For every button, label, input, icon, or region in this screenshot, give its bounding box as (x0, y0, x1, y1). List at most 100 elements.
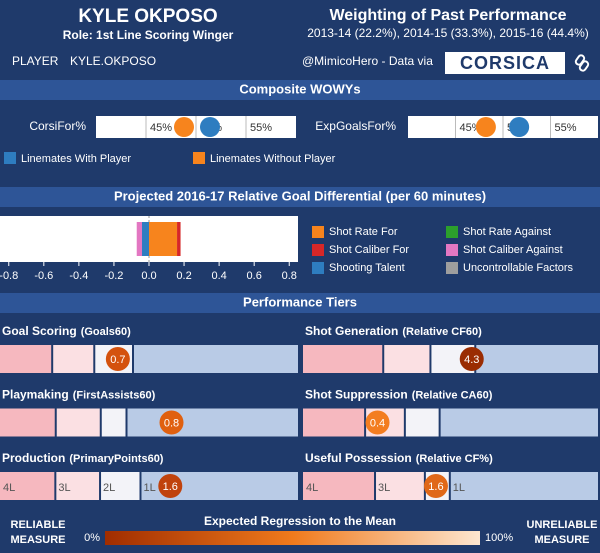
tier-zone (439, 408, 598, 437)
unreliable-label: MEASURE (534, 534, 589, 546)
x-tick-label: -0.4 (69, 270, 88, 282)
tier-zone (404, 408, 440, 437)
regression-bar (105, 531, 480, 545)
tier-metric: (Relative CF%) (416, 453, 493, 465)
legend-label: Shooting Talent (329, 262, 405, 274)
tier-zone (383, 345, 431, 373)
legend-swatch (312, 262, 324, 274)
tier-label: 1L (453, 482, 465, 494)
link-icon[interactable] (574, 54, 590, 72)
tier-title: Playmaking (FirstAssists60) (2, 388, 156, 402)
section-header (0, 293, 600, 313)
wowy-dot (475, 117, 496, 137)
bar-segment (141, 222, 149, 256)
tier-zone (303, 472, 376, 500)
bar-segment (136, 222, 142, 256)
legend-label: Linemates With Player (21, 153, 131, 165)
tier-name: Useful Possession (305, 451, 412, 465)
tier-metric: (FirstAssists60) (73, 389, 156, 401)
tier-zone (126, 408, 298, 437)
tier-zone (303, 408, 366, 437)
regression-end: 100% (485, 532, 513, 544)
tier-metric: (Goals60) (81, 326, 131, 338)
legend-swatch (446, 262, 458, 274)
weighting-title: Weighting of Past Performance (329, 7, 566, 24)
logo[interactable]: CORSICA (460, 53, 550, 73)
legend-label: Uncontrollable Factors (463, 262, 574, 274)
section-header (0, 80, 600, 100)
x-tick-label: 0.6 (247, 270, 262, 282)
tier-zone (55, 472, 101, 500)
tier-title: Goal Scoring (Goals60) (2, 324, 131, 338)
x-tick-label: 0.2 (176, 270, 191, 282)
regression-start: 0% (84, 532, 100, 544)
tier-dot (105, 347, 130, 371)
bar-segment (149, 222, 178, 256)
legend-label: Shot Caliber For (329, 244, 409, 256)
section-title: Composite WOWYs (239, 81, 360, 96)
x-tick-label: 0.4 (211, 270, 226, 282)
section-title: Performance Tiers (243, 294, 357, 309)
weighting: 2013-14 (22.2%), 2014-15 (33.3%), 2015-1… (307, 26, 589, 40)
tier-value: 0.4 (370, 417, 385, 429)
legend-swatch (312, 226, 324, 238)
tier-title: Shot Generation (Relative CF60) (305, 324, 482, 338)
x-tick-label: -0.6 (34, 270, 53, 282)
tier-dot (158, 474, 183, 498)
x-tick-label: -0.2 (104, 270, 123, 282)
wowy-dot (509, 117, 530, 137)
legend-swatch (193, 152, 205, 164)
legend-swatch (4, 152, 16, 164)
wowy-tick-label: 45% (150, 122, 172, 134)
wowy-dot (174, 117, 194, 137)
tier-label: 3L (378, 482, 390, 494)
wowy-label: ExpGoalsFor% (315, 119, 396, 133)
tier-name: Goal Scoring (2, 324, 77, 338)
tier-name: Shot Suppression (305, 388, 408, 402)
tier-label: 3L (58, 482, 70, 494)
section-title: Projected 2016-17 Relative Goal Differen… (114, 188, 486, 203)
tier-zone (303, 345, 384, 373)
tier-title: Useful Possession (Relative CF%) (305, 451, 493, 465)
legend-swatch (446, 226, 458, 238)
legend-label: Shot Caliber Against (463, 244, 563, 256)
tier-zone (375, 472, 425, 500)
player-id: KYLE.OKPOSO (70, 54, 156, 68)
reliable-label: MEASURE (10, 534, 65, 546)
tier-value: 4.3 (464, 354, 479, 366)
unreliable-label: UNRELIABLE (527, 519, 598, 531)
tier-zone (449, 472, 598, 500)
legend-label: Linemates Without Player (210, 153, 336, 165)
tier-zone (0, 345, 53, 373)
tier-zone (133, 345, 298, 373)
tier-value: 0.8 (164, 417, 179, 429)
tier-zone (55, 408, 101, 437)
tier-label: 4L (306, 482, 318, 494)
wowy-tick-label: 55% (555, 122, 577, 134)
player-label: PLAYER (12, 54, 59, 68)
credit: @MimicoHero - Data via (302, 54, 433, 68)
tier-name: Shot Generation (305, 324, 398, 338)
tier-zone (0, 472, 56, 500)
tier-metric: (PrimaryPoints60) (69, 453, 163, 465)
logo-box (445, 52, 565, 74)
tier-dot (159, 410, 184, 435)
tier-label: 2L (103, 482, 115, 494)
tier-metric: (Relative CF60) (402, 326, 482, 338)
legend-swatch (446, 244, 458, 256)
tier-value: 0.7 (110, 354, 125, 366)
bar-segment (177, 222, 181, 256)
tier-zone (475, 345, 598, 373)
tier-label: 4L (3, 482, 15, 494)
tier-dot (423, 474, 448, 498)
legend-label: Shot Rate Against (463, 226, 551, 238)
tier-zone (0, 408, 56, 437)
tier-label: 1L (143, 482, 155, 494)
x-tick-label: -0.8 (0, 270, 18, 282)
tier-zone (100, 472, 141, 500)
tier-name: Playmaking (2, 388, 69, 402)
wowy-dot (200, 117, 220, 137)
tier-zone (100, 408, 127, 437)
legend-swatch (312, 244, 324, 256)
